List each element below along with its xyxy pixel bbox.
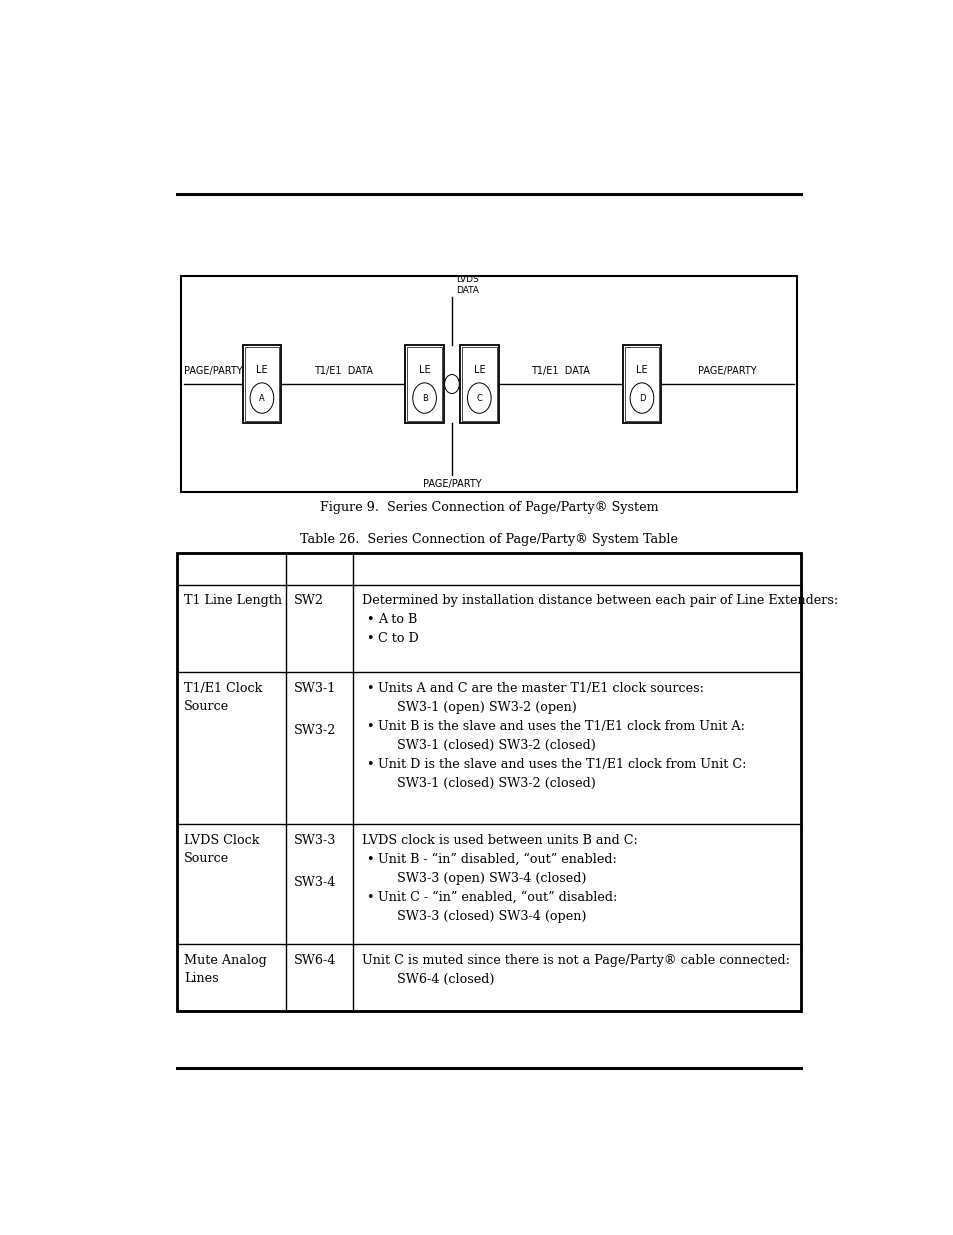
Text: Unit C - “in” enabled, “out” disabled:: Unit C - “in” enabled, “out” disabled: (377, 890, 617, 904)
Text: LVDS
DATA: LVDS DATA (456, 275, 478, 295)
Text: SW6-4: SW6-4 (294, 953, 335, 967)
Text: T1/E1  DATA: T1/E1 DATA (531, 367, 590, 377)
Bar (459, 345, 498, 424)
Text: D: D (639, 394, 644, 403)
Circle shape (467, 383, 491, 414)
Circle shape (444, 374, 459, 394)
Text: LVDS Clock
Source: LVDS Clock Source (184, 834, 259, 864)
Text: LE: LE (255, 366, 268, 375)
Text: •: • (366, 632, 374, 645)
Circle shape (630, 383, 653, 414)
Text: C: C (476, 394, 482, 403)
Text: Table 26.  Series Connection of Page/Party® System Table: Table 26. Series Connection of Page/Part… (299, 534, 678, 547)
Text: SW3-3 (closed) SW3-4 (open): SW3-3 (closed) SW3-4 (open) (396, 910, 586, 923)
Text: LE: LE (636, 366, 647, 375)
Text: SW3-1

SW3-2: SW3-1 SW3-2 (294, 682, 335, 737)
Text: PAGE/PARTY: PAGE/PARTY (698, 367, 756, 377)
Text: SW3-3 (open) SW3-4 (closed): SW3-3 (open) SW3-4 (closed) (396, 872, 586, 884)
Bar (242, 345, 281, 424)
Text: •: • (366, 614, 374, 626)
Text: C to D: C to D (377, 632, 418, 645)
Text: SW2: SW2 (294, 594, 323, 608)
Text: •: • (366, 682, 374, 694)
Bar (622, 345, 660, 424)
Text: PAGE/PARTY: PAGE/PARTY (184, 367, 243, 377)
Text: T1/E1  DATA: T1/E1 DATA (314, 367, 373, 377)
Text: LE: LE (473, 366, 485, 375)
Text: B: B (421, 394, 427, 403)
Bar (407, 347, 441, 421)
Text: PAGE/PARTY: PAGE/PARTY (422, 479, 480, 489)
Bar (461, 347, 497, 421)
Text: SW6-4 (closed): SW6-4 (closed) (396, 973, 495, 986)
Bar (244, 347, 279, 421)
Text: •: • (366, 758, 374, 771)
Text: •: • (366, 853, 374, 866)
Text: Figure 9.  Series Connection of Page/Party® System: Figure 9. Series Connection of Page/Part… (319, 501, 658, 514)
Text: LVDS clock is used between units B and C:: LVDS clock is used between units B and C… (361, 834, 637, 847)
Circle shape (250, 383, 274, 414)
Text: A to B: A to B (377, 614, 416, 626)
Text: T1/E1 Clock
Source: T1/E1 Clock Source (184, 682, 262, 713)
Text: SW3-1 (closed) SW3-2 (closed): SW3-1 (closed) SW3-2 (closed) (396, 739, 596, 752)
Text: LE: LE (418, 366, 430, 375)
Circle shape (413, 383, 436, 414)
Text: Units A and C are the master T1/E1 clock sources:: Units A and C are the master T1/E1 clock… (377, 682, 703, 694)
Text: SW3-1 (closed) SW3-2 (closed): SW3-1 (closed) SW3-2 (closed) (396, 777, 596, 789)
Text: Mute Analog
Lines: Mute Analog Lines (184, 953, 267, 984)
Bar (405, 345, 443, 424)
Bar (180, 275, 797, 493)
Text: •: • (366, 890, 374, 904)
Text: Determined by installation distance between each pair of Line Extenders:: Determined by installation distance betw… (361, 594, 837, 608)
Bar (176, 553, 801, 1010)
Text: T1 Line Length: T1 Line Length (184, 594, 282, 608)
Text: Unit B is the slave and uses the T1/E1 clock from Unit A:: Unit B is the slave and uses the T1/E1 c… (377, 720, 744, 732)
Text: Unit D is the slave and uses the T1/E1 clock from Unit C:: Unit D is the slave and uses the T1/E1 c… (377, 758, 746, 771)
Text: SW3-3

SW3-4: SW3-3 SW3-4 (294, 834, 335, 889)
Text: Unit C is muted since there is not a Page/Party® cable connected:: Unit C is muted since there is not a Pag… (361, 953, 789, 967)
Bar (176, 553, 801, 1010)
Text: A: A (259, 394, 265, 403)
Text: •: • (366, 720, 374, 732)
Text: Unit B - “in” disabled, “out” enabled:: Unit B - “in” disabled, “out” enabled: (377, 853, 617, 866)
Bar (624, 347, 659, 421)
Text: SW3-1 (open) SW3-2 (open): SW3-1 (open) SW3-2 (open) (396, 700, 577, 714)
